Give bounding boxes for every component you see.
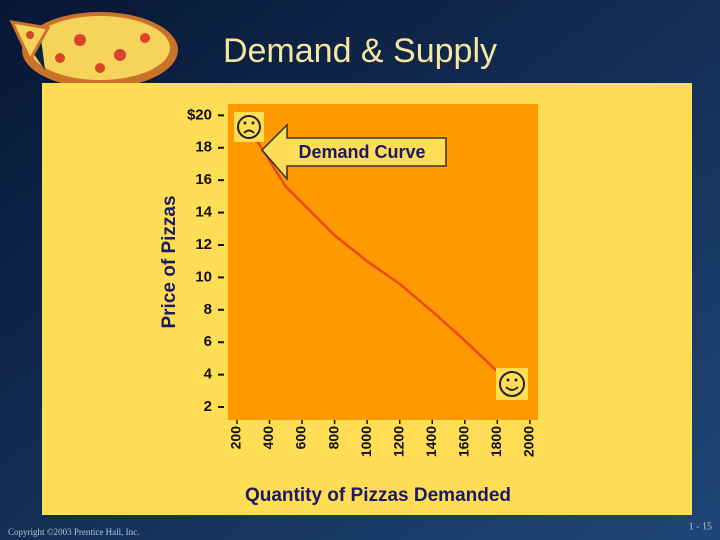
page-number: 1 - 15 <box>689 521 712 532</box>
x-tick-label: 600 <box>293 426 309 450</box>
y-tick-label: 18 <box>195 139 212 156</box>
y-tick-label: 10 <box>195 268 212 285</box>
x-tick-label: 2000 <box>521 426 537 457</box>
x-axis-label: Quantity of Pizzas Demanded <box>245 485 511 506</box>
x-tick-label: 1600 <box>455 426 471 457</box>
y-tick-label: 16 <box>195 171 212 188</box>
y-tick-label: 12 <box>195 236 212 253</box>
chart-title: Demand & Supply <box>223 32 497 70</box>
x-tick-label: 1000 <box>358 426 374 457</box>
happy-face <box>496 368 528 400</box>
x-tick-label: 200 <box>228 426 244 450</box>
x-tick-label: 1200 <box>390 426 406 457</box>
x-tick-label: 1800 <box>488 426 504 457</box>
y-tick-label: $20 <box>187 106 212 123</box>
y-tick-label: 6 <box>204 333 212 350</box>
x-tick-label: 1400 <box>423 426 439 457</box>
y-tick-label: 8 <box>204 301 212 318</box>
y-tick-label: 2 <box>204 398 212 415</box>
y-tick-label: 14 <box>195 204 212 221</box>
pizza-icon <box>9 12 178 88</box>
y-tick-label: 4 <box>204 366 213 383</box>
sad-face <box>234 112 264 142</box>
x-tick-label: 800 <box>325 426 341 450</box>
annotation: Demand Curve <box>298 142 425 162</box>
copyright: Copyright ©2003 Prentice Hall, Inc. <box>8 527 139 537</box>
x-tick-label: 400 <box>260 426 276 450</box>
callout <box>260 123 447 182</box>
demand-curve <box>252 134 515 389</box>
y-axis-label: Price of Pizzas <box>159 195 180 328</box>
